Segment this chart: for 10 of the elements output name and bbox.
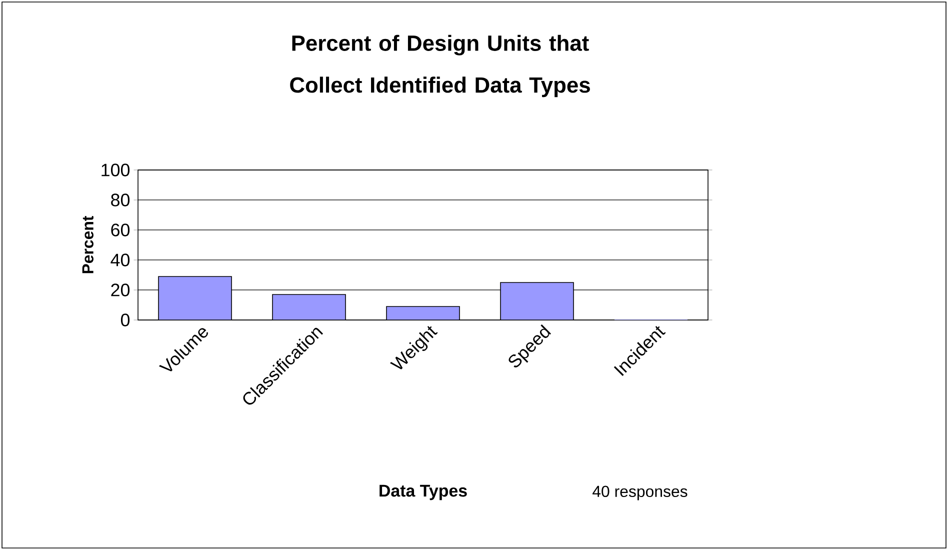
y-tick-label: 80	[111, 194, 130, 206]
y-tick-label: 40	[110, 254, 130, 266]
y-tick-label: 100	[102, 164, 130, 176]
x-axis-title: Data Types	[380, 484, 467, 500]
y-tick-label: 0	[120, 314, 130, 326]
y-tick-label: 20	[111, 284, 130, 296]
y-axis-title: Percent	[82, 216, 94, 274]
y-tick-label: 60	[111, 224, 130, 236]
chart-title: Percent of Design Units that Collect Identified Data Types	[290, 34, 590, 98]
text: 40 responses	[592, 486, 688, 500]
